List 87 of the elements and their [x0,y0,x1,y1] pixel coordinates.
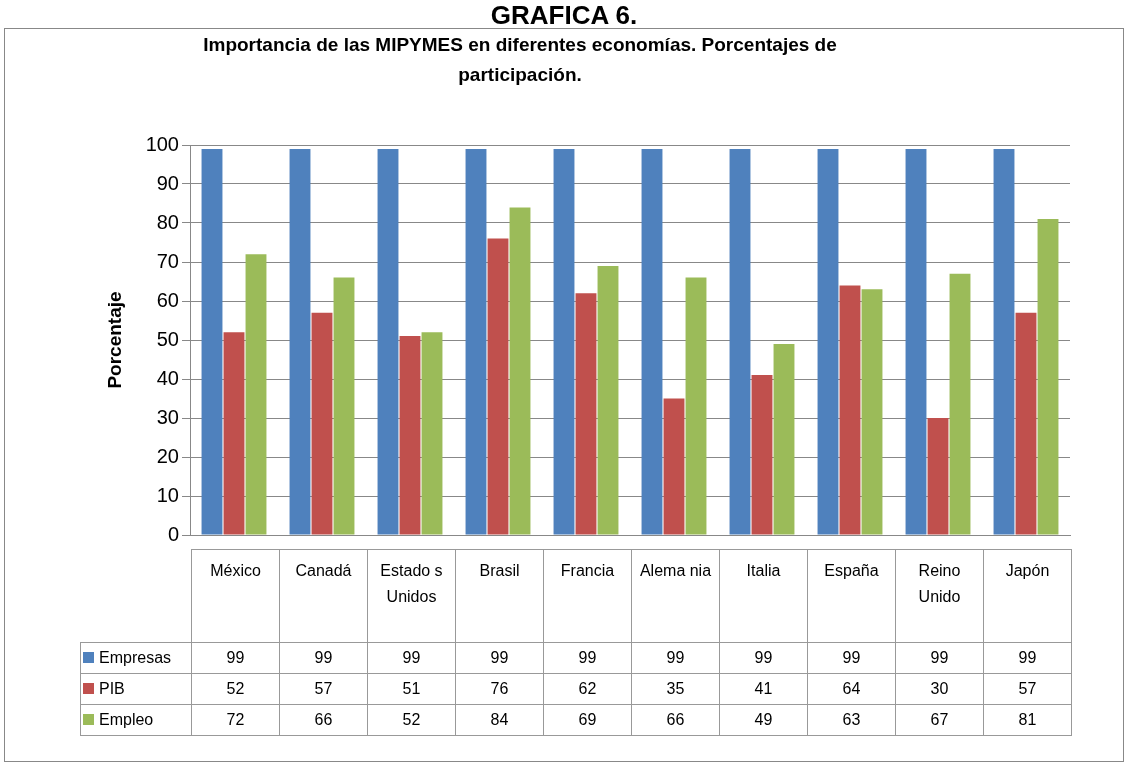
x-tick-label: Estado s Unidos [367,549,456,643]
bar [245,254,267,535]
y-tick-label: 80 [156,210,179,233]
y-tick-label: 0 [167,522,179,545]
data-label: 99 [983,642,1072,674]
data-label: 84 [455,704,544,736]
y-tick-label: 30 [156,405,179,428]
y-tick-label: 100 [145,132,179,155]
data-label: 41 [719,673,808,705]
bar [201,148,223,535]
y-tick-label: 60 [156,288,179,311]
chart-title: Importancia de las MIPYMES en diferentes economías. Porcentajes de participación. [202,33,838,87]
bar [487,238,509,535]
x-tick-label: Reino Unido [895,549,984,643]
data-label: 30 [895,673,984,705]
data-label: 72 [191,704,280,736]
bar [993,148,1015,535]
bar [905,148,927,535]
data-label: 63 [807,704,896,736]
data-label: 66 [631,704,720,736]
data-label: 52 [367,704,456,736]
data-label: 52 [191,673,280,705]
bar [289,148,311,535]
y-tick-label: 50 [156,327,179,350]
data-label: 99 [807,642,896,674]
x-tick-label: Canadá [279,549,368,643]
bar [949,273,971,535]
data-label: 49 [719,704,808,736]
bar [817,148,839,535]
data-label: 57 [279,673,368,705]
data-label: 99 [631,642,720,674]
data-label: 51 [367,673,456,705]
data-label: 99 [543,642,632,674]
y-tick-label: 40 [156,366,179,389]
data-label: 66 [279,704,368,736]
bar [729,148,751,535]
bar [421,332,443,535]
data-label: 69 [543,704,632,736]
bar [861,289,883,535]
data-label: 99 [191,642,280,674]
data-label: 81 [983,704,1072,736]
bar [223,332,245,535]
bar [641,148,663,535]
y-tick-label: 10 [156,483,179,506]
x-tick-label: España [807,549,896,643]
data-label: 99 [895,642,984,674]
bar [377,148,399,535]
data-label: 99 [455,642,544,674]
bar [465,148,487,535]
bar [509,207,531,535]
data-label: 99 [367,642,456,674]
bar [553,148,575,535]
x-tick-label: Italia [719,549,808,643]
data-label: 57 [983,673,1072,705]
y-axis-title: Porcentaje [103,291,125,389]
data-label: 62 [543,673,632,705]
data-label: 99 [719,642,808,674]
y-tick-label: 70 [156,249,179,272]
x-tick-label: Brasil [455,549,544,643]
bar [663,398,685,535]
y-tick-label: 20 [156,444,179,467]
bar [685,277,707,535]
bar [773,343,795,535]
bar [1037,219,1059,535]
bar [751,375,773,535]
x-tick-label: Japón [983,549,1072,643]
x-tick-label: México [191,549,280,643]
data-label: 99 [279,642,368,674]
data-label: 67 [895,704,984,736]
x-tick-label: Francia [543,549,632,643]
bar [333,277,355,535]
bar [311,312,333,535]
bar [1015,312,1037,535]
bar [399,336,421,535]
x-tick-label: Alema nia [631,549,720,643]
y-tick-label: 90 [156,171,179,194]
data-label: 35 [631,673,720,705]
bar [927,418,949,535]
data-label: 64 [807,673,896,705]
legend-label: Empresas [80,642,192,674]
bar [597,265,619,535]
bar [575,293,597,535]
legend-label: PIB [80,673,192,705]
data-label: 76 [455,673,544,705]
legend-label: Empleo [80,704,192,736]
text: GRAFICA 6. [489,0,639,31]
bar [839,285,861,535]
